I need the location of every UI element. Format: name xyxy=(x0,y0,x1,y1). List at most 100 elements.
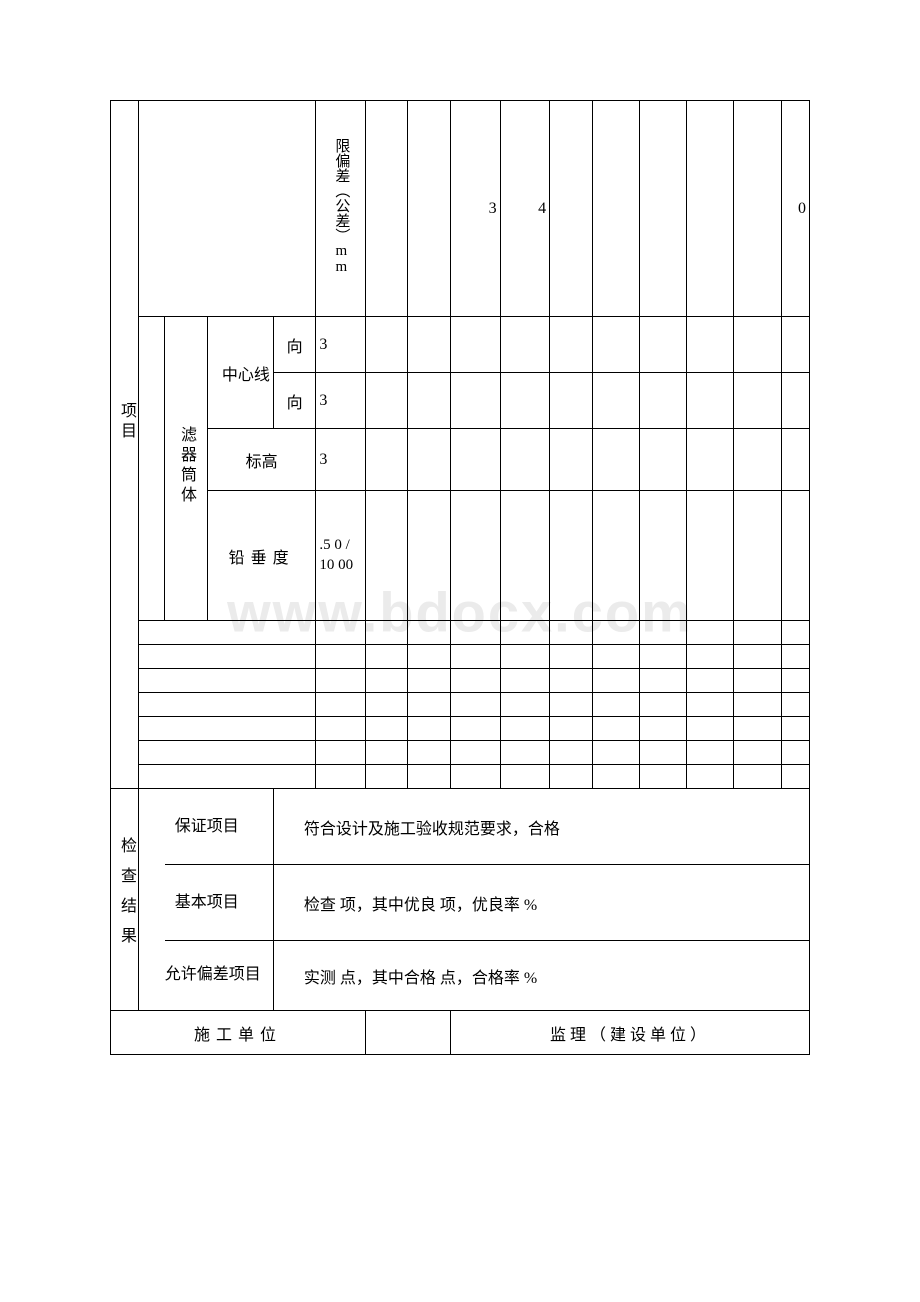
r4c10 xyxy=(781,491,809,621)
e6a xyxy=(139,741,316,765)
e1k xyxy=(734,621,781,645)
e4i xyxy=(639,693,686,717)
centerline-cell: 中心线 xyxy=(207,317,273,429)
direction-2-cell: 向 xyxy=(273,373,316,429)
e1i xyxy=(639,621,686,645)
hdr-blank-5 xyxy=(639,101,686,317)
r3c5 xyxy=(550,429,593,491)
e3c xyxy=(365,669,408,693)
e3h xyxy=(592,669,639,693)
e5g xyxy=(550,717,593,741)
r1c9 xyxy=(734,317,781,373)
filter-body-cell: 滤器筒体 xyxy=(165,317,208,621)
e6l xyxy=(781,741,809,765)
e4c xyxy=(365,693,408,717)
e3b xyxy=(316,669,366,693)
deviation-header: 限偏差（公差）mm xyxy=(316,101,366,317)
e1f xyxy=(500,621,550,645)
deviation-label-cell: 允许偏差项目 xyxy=(165,941,274,1011)
r2c3 xyxy=(450,373,500,429)
plumb-val: .5 0 / 10 00 xyxy=(316,491,366,621)
r3c8 xyxy=(687,429,734,491)
e6i xyxy=(639,741,686,765)
r1c7 xyxy=(639,317,686,373)
r2c6 xyxy=(592,373,639,429)
e2k xyxy=(734,645,781,669)
r3c9 xyxy=(734,429,781,491)
e1j xyxy=(687,621,734,645)
supervision-unit-cell: 监理（建设单位） xyxy=(450,1011,809,1055)
r3c2 xyxy=(408,429,451,491)
e2h xyxy=(592,645,639,669)
r4c7 xyxy=(639,491,686,621)
r4c2 xyxy=(408,491,451,621)
basic-text-cell: 检查 项，其中优良 项，优良率 % xyxy=(273,865,809,941)
e2j xyxy=(687,645,734,669)
plumb-label-cell: 铅垂度 xyxy=(207,491,316,621)
e7k xyxy=(734,765,781,789)
e1g xyxy=(550,621,593,645)
e5l xyxy=(781,717,809,741)
e1h xyxy=(592,621,639,645)
r2c2 xyxy=(408,373,451,429)
e5i xyxy=(639,717,686,741)
r1c6 xyxy=(592,317,639,373)
footer-blank xyxy=(365,1011,450,1055)
e5b xyxy=(316,717,366,741)
r3c3 xyxy=(450,429,500,491)
guarantee-text-cell: 符合设计及施工验收规范要求，合格 xyxy=(273,789,809,865)
r3c1 xyxy=(365,429,408,491)
e4k xyxy=(734,693,781,717)
r1c5 xyxy=(550,317,593,373)
e2l xyxy=(781,645,809,669)
e4d xyxy=(408,693,451,717)
r4c1 xyxy=(365,491,408,621)
inspection-table: 项目 限偏差（公差）mm 3 4 0 滤器筒体 中心线 向 3 xyxy=(110,100,810,1055)
hdr-val-b: 4 xyxy=(500,101,550,317)
hdr-blank-6 xyxy=(687,101,734,317)
r2c4 xyxy=(500,373,550,429)
e2e xyxy=(450,645,500,669)
hdr-blank-4 xyxy=(592,101,639,317)
deviation-text-cell: 实测 点，其中合格 点，合格率 % xyxy=(273,941,809,1011)
check-result-side: 检查结果 xyxy=(111,789,139,1011)
e3d xyxy=(408,669,451,693)
e7c xyxy=(365,765,408,789)
e2f xyxy=(500,645,550,669)
e3k xyxy=(734,669,781,693)
e3l xyxy=(781,669,809,693)
e2a xyxy=(139,645,316,669)
e6e xyxy=(450,741,500,765)
e1b xyxy=(316,621,366,645)
r4c3 xyxy=(450,491,500,621)
e3a xyxy=(139,669,316,693)
hdr-blank-3 xyxy=(550,101,593,317)
r3c4 xyxy=(500,429,550,491)
e6d xyxy=(408,741,451,765)
r1c8 xyxy=(687,317,734,373)
e7i xyxy=(639,765,686,789)
blank-header xyxy=(139,101,316,317)
height-val: 3 xyxy=(316,429,366,491)
e4a xyxy=(139,693,316,717)
hdr-val-a: 3 xyxy=(450,101,500,317)
e3i xyxy=(639,669,686,693)
e4e xyxy=(450,693,500,717)
e5c xyxy=(365,717,408,741)
e4g xyxy=(550,693,593,717)
r4c8 xyxy=(687,491,734,621)
direction-1-cell: 向 xyxy=(273,317,316,373)
basic-label-cell: 基本项目 xyxy=(165,865,274,941)
centerline-val-1: 3 xyxy=(316,317,366,373)
e2c xyxy=(365,645,408,669)
e5f xyxy=(500,717,550,741)
r2c5 xyxy=(550,373,593,429)
r2c8 xyxy=(687,373,734,429)
r2c10 xyxy=(781,373,809,429)
e7a xyxy=(139,765,316,789)
e7j xyxy=(687,765,734,789)
e3j xyxy=(687,669,734,693)
e6b xyxy=(316,741,366,765)
r1c3 xyxy=(450,317,500,373)
e4l xyxy=(781,693,809,717)
